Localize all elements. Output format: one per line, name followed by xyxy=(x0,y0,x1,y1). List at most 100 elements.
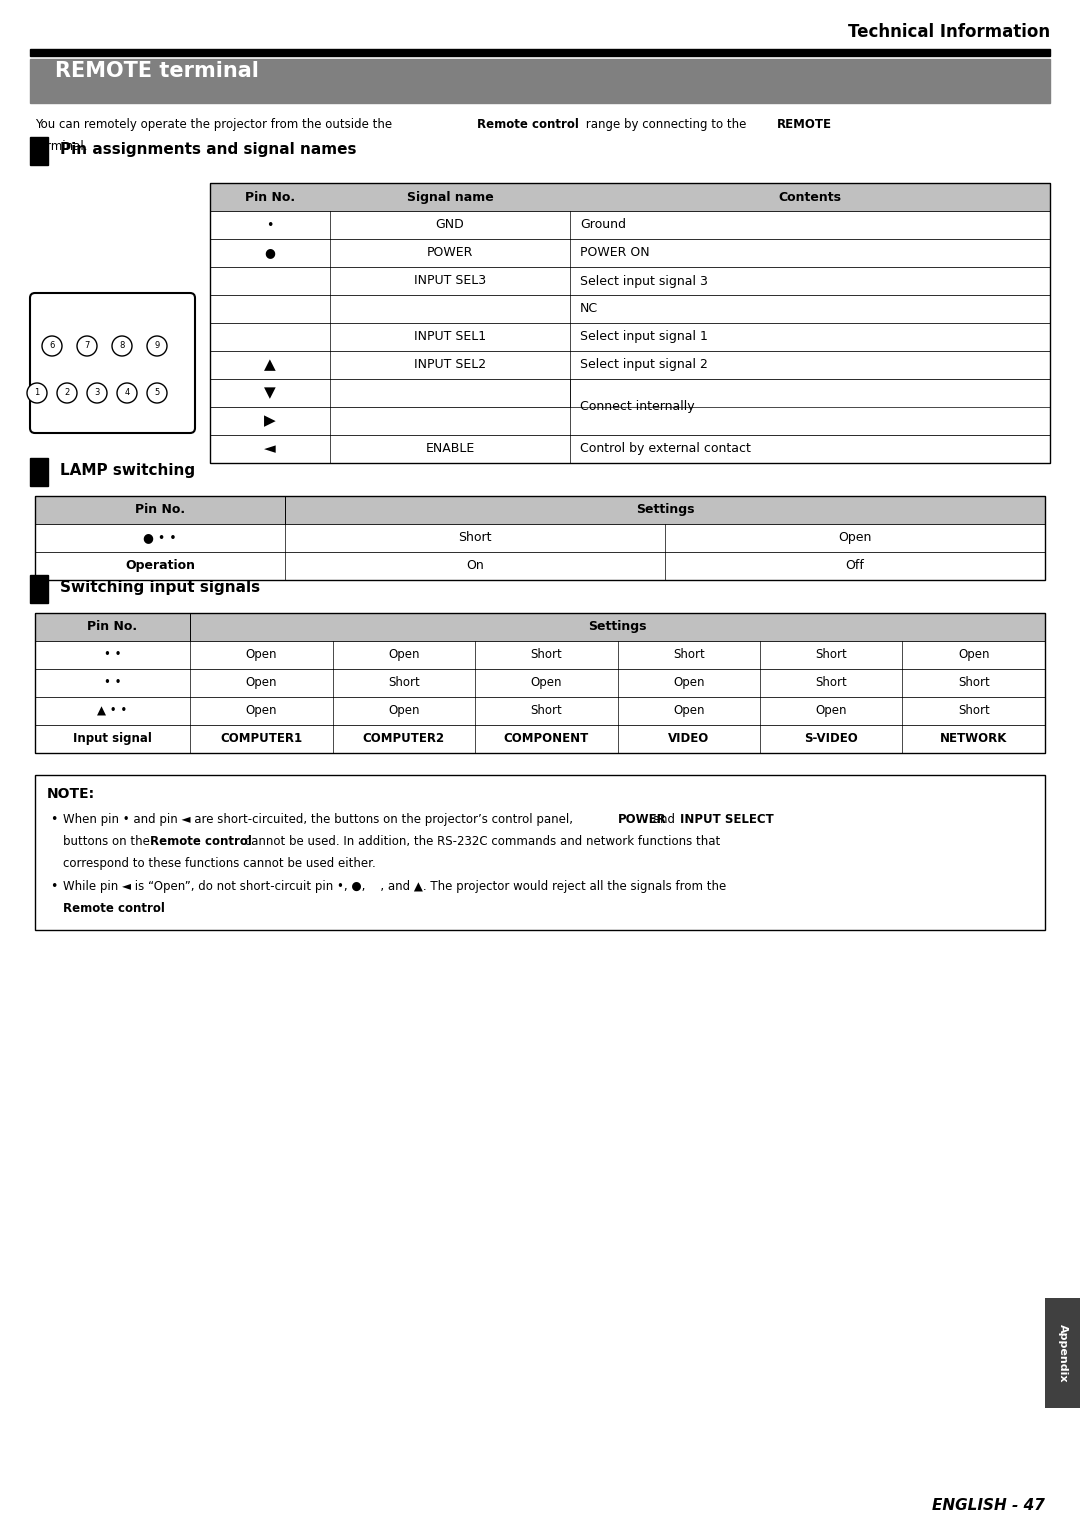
Text: •: • xyxy=(50,813,57,827)
Text: Open: Open xyxy=(838,532,872,544)
Bar xyxy=(1045,1297,1080,1407)
Bar xyxy=(35,552,1045,581)
Text: ▶: ▶ xyxy=(265,414,275,428)
Text: Appendix: Appendix xyxy=(1057,1323,1067,1383)
Text: COMPONENT: COMPONENT xyxy=(503,732,589,746)
Circle shape xyxy=(57,384,77,403)
Text: Control by external contact: Control by external contact xyxy=(580,443,751,455)
Text: You can remotely operate the projector from the outside the: You can remotely operate the projector f… xyxy=(35,118,396,131)
Circle shape xyxy=(147,336,167,356)
Text: NC: NC xyxy=(580,303,598,315)
Text: Select input signal 1: Select input signal 1 xyxy=(580,330,707,344)
Text: Pin No.: Pin No. xyxy=(87,620,137,634)
Bar xyxy=(210,435,1050,463)
Text: POWER: POWER xyxy=(427,246,473,260)
Text: 9: 9 xyxy=(154,341,160,350)
Text: REMOTE terminal: REMOTE terminal xyxy=(55,61,259,81)
Text: Open: Open xyxy=(530,677,562,689)
Text: Operation: Operation xyxy=(125,559,195,573)
Text: Open: Open xyxy=(815,704,847,718)
Text: Open: Open xyxy=(673,677,704,689)
Text: 8: 8 xyxy=(119,341,124,350)
Text: ENGLISH - 47: ENGLISH - 47 xyxy=(932,1497,1045,1513)
Bar xyxy=(570,379,1050,435)
Text: •: • xyxy=(267,219,273,232)
Circle shape xyxy=(87,384,107,403)
Text: Short: Short xyxy=(673,648,704,662)
Text: S-VIDEO: S-VIDEO xyxy=(805,732,859,746)
Text: 5: 5 xyxy=(154,388,160,396)
Text: COMPUTER2: COMPUTER2 xyxy=(363,732,445,746)
Text: Open: Open xyxy=(245,677,276,689)
Text: terminal.: terminal. xyxy=(35,141,89,153)
Text: Open: Open xyxy=(245,648,276,662)
Bar xyxy=(35,524,1045,552)
Text: correspond to these functions cannot be used either.: correspond to these functions cannot be … xyxy=(63,857,376,869)
Text: Pin No.: Pin No. xyxy=(135,504,185,516)
Text: Signal name: Signal name xyxy=(407,191,494,203)
Text: 6: 6 xyxy=(50,341,55,350)
Text: Select input signal 2: Select input signal 2 xyxy=(580,359,707,371)
Text: REMOTE: REMOTE xyxy=(777,118,832,131)
Circle shape xyxy=(117,384,137,403)
Text: Off: Off xyxy=(846,559,864,573)
Bar xyxy=(210,183,1050,211)
Bar xyxy=(30,49,1050,57)
Text: buttons on the: buttons on the xyxy=(63,834,153,848)
Text: ▲: ▲ xyxy=(265,358,275,373)
Text: • •: • • xyxy=(104,677,121,689)
Text: Ground: Ground xyxy=(580,219,626,232)
Text: Short: Short xyxy=(458,532,491,544)
Bar xyxy=(210,267,1050,295)
Circle shape xyxy=(27,384,48,403)
Text: Contents: Contents xyxy=(779,191,841,203)
Bar xyxy=(35,775,1045,931)
Text: •: • xyxy=(50,880,57,892)
Text: When pin • and pin ◄ are short-circuited, the buttons on the projector’s control: When pin • and pin ◄ are short-circuited… xyxy=(63,813,577,827)
Text: 3: 3 xyxy=(94,388,99,396)
Text: ▲ • •: ▲ • • xyxy=(97,704,127,718)
Bar xyxy=(210,211,1050,238)
Bar xyxy=(35,613,1045,753)
Text: Pin assignments and signal names: Pin assignments and signal names xyxy=(60,142,356,157)
Text: cannot be used. In addition, the RS-232C commands and network functions that: cannot be used. In addition, the RS-232C… xyxy=(241,834,720,848)
Text: Short: Short xyxy=(388,677,420,689)
FancyBboxPatch shape xyxy=(30,293,195,432)
Circle shape xyxy=(147,384,167,403)
Circle shape xyxy=(42,336,62,356)
Text: Settings: Settings xyxy=(636,504,694,516)
Text: Open: Open xyxy=(958,648,989,662)
Bar xyxy=(35,697,1045,724)
Text: Short: Short xyxy=(815,677,847,689)
Bar xyxy=(35,724,1045,753)
Bar xyxy=(210,322,1050,351)
Text: GND: GND xyxy=(435,219,464,232)
Text: ● • •: ● • • xyxy=(144,532,177,544)
Text: POWER: POWER xyxy=(618,813,666,827)
Bar xyxy=(210,295,1050,322)
Bar xyxy=(210,183,1050,463)
Bar xyxy=(30,60,1050,102)
Text: COMPUTER1: COMPUTER1 xyxy=(220,732,302,746)
Bar xyxy=(35,497,1045,524)
Text: Technical Information: Technical Information xyxy=(848,23,1050,41)
Bar xyxy=(30,575,48,604)
Text: INPUT SEL1: INPUT SEL1 xyxy=(414,330,486,344)
Text: 2: 2 xyxy=(65,388,69,396)
Bar xyxy=(210,406,1050,435)
Bar xyxy=(210,351,1050,379)
Text: Remote control: Remote control xyxy=(150,834,252,848)
Text: 7: 7 xyxy=(84,341,90,350)
Text: Short: Short xyxy=(815,648,847,662)
Text: Input signal: Input signal xyxy=(73,732,152,746)
Bar xyxy=(35,669,1045,697)
Text: 1: 1 xyxy=(35,388,40,396)
Text: INPUT SEL3: INPUT SEL3 xyxy=(414,275,486,287)
Bar xyxy=(35,642,1045,669)
Text: INPUT SEL2: INPUT SEL2 xyxy=(414,359,486,371)
Text: Switching input signals: Switching input signals xyxy=(60,581,260,594)
Bar xyxy=(35,497,1045,581)
Circle shape xyxy=(112,336,132,356)
Text: NOTE:: NOTE: xyxy=(48,787,95,801)
Text: 4: 4 xyxy=(124,388,130,396)
